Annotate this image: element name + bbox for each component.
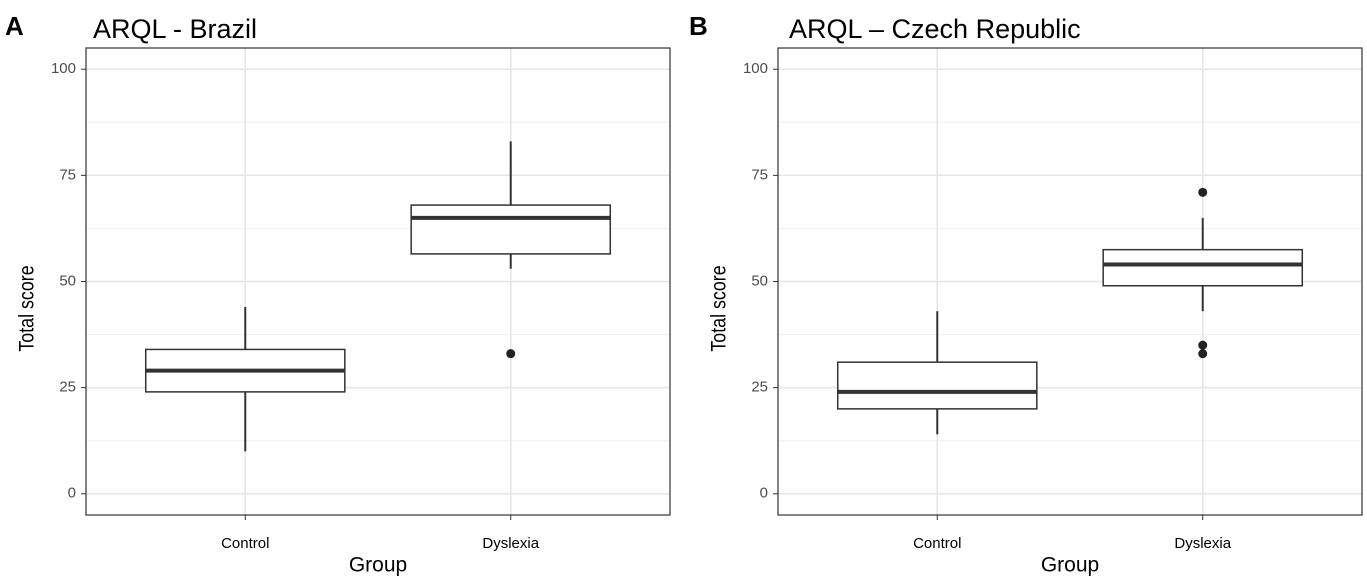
panel: A ARQL - Brazil 0 25 50 75 100 Control Dyslexia G… — [5, 11, 671, 577]
y-tick-label: 0 — [68, 485, 76, 502]
chart-title: ARQL – Czech Republic — [789, 14, 1081, 44]
box — [410, 204, 612, 255]
panel-label: A — [5, 11, 24, 41]
x-tick-label: Control — [913, 535, 961, 552]
outlier — [1198, 187, 1208, 197]
outlier — [1198, 349, 1208, 359]
y-tick-label: 75 — [59, 166, 76, 183]
y-tick-label: 50 — [751, 272, 768, 289]
outlier — [1198, 340, 1208, 350]
y-tick-label: 50 — [59, 272, 76, 289]
y-tick-label: 25 — [59, 379, 76, 396]
y-tick-label: 0 — [760, 485, 768, 502]
x-axis-title: Group — [1041, 554, 1099, 577]
y-tick-label: 100 — [51, 60, 76, 77]
panel: B ARQL – Czech Republic 0 25 50 75 100 Control D… — [689, 11, 1363, 577]
plot-border — [85, 47, 671, 516]
y-axis-title: Total score — [707, 265, 731, 351]
outlier — [506, 349, 516, 359]
x-tick-label: Dyslexia — [1174, 535, 1231, 552]
x-axis-title: Group — [349, 554, 407, 577]
y-tick-label: 25 — [751, 379, 768, 396]
x-tick-label: Dyslexia — [482, 535, 539, 552]
box — [836, 361, 1038, 410]
box — [1102, 248, 1304, 287]
x-tick-label: Control — [221, 535, 269, 552]
y-tick-label: 100 — [743, 60, 768, 77]
panel-label: B — [689, 11, 708, 41]
y-tick-label: 75 — [751, 166, 768, 183]
plot-border — [777, 47, 1363, 516]
chart-title: ARQL - Brazil — [93, 14, 257, 44]
y-axis-title: Total score — [15, 265, 39, 351]
